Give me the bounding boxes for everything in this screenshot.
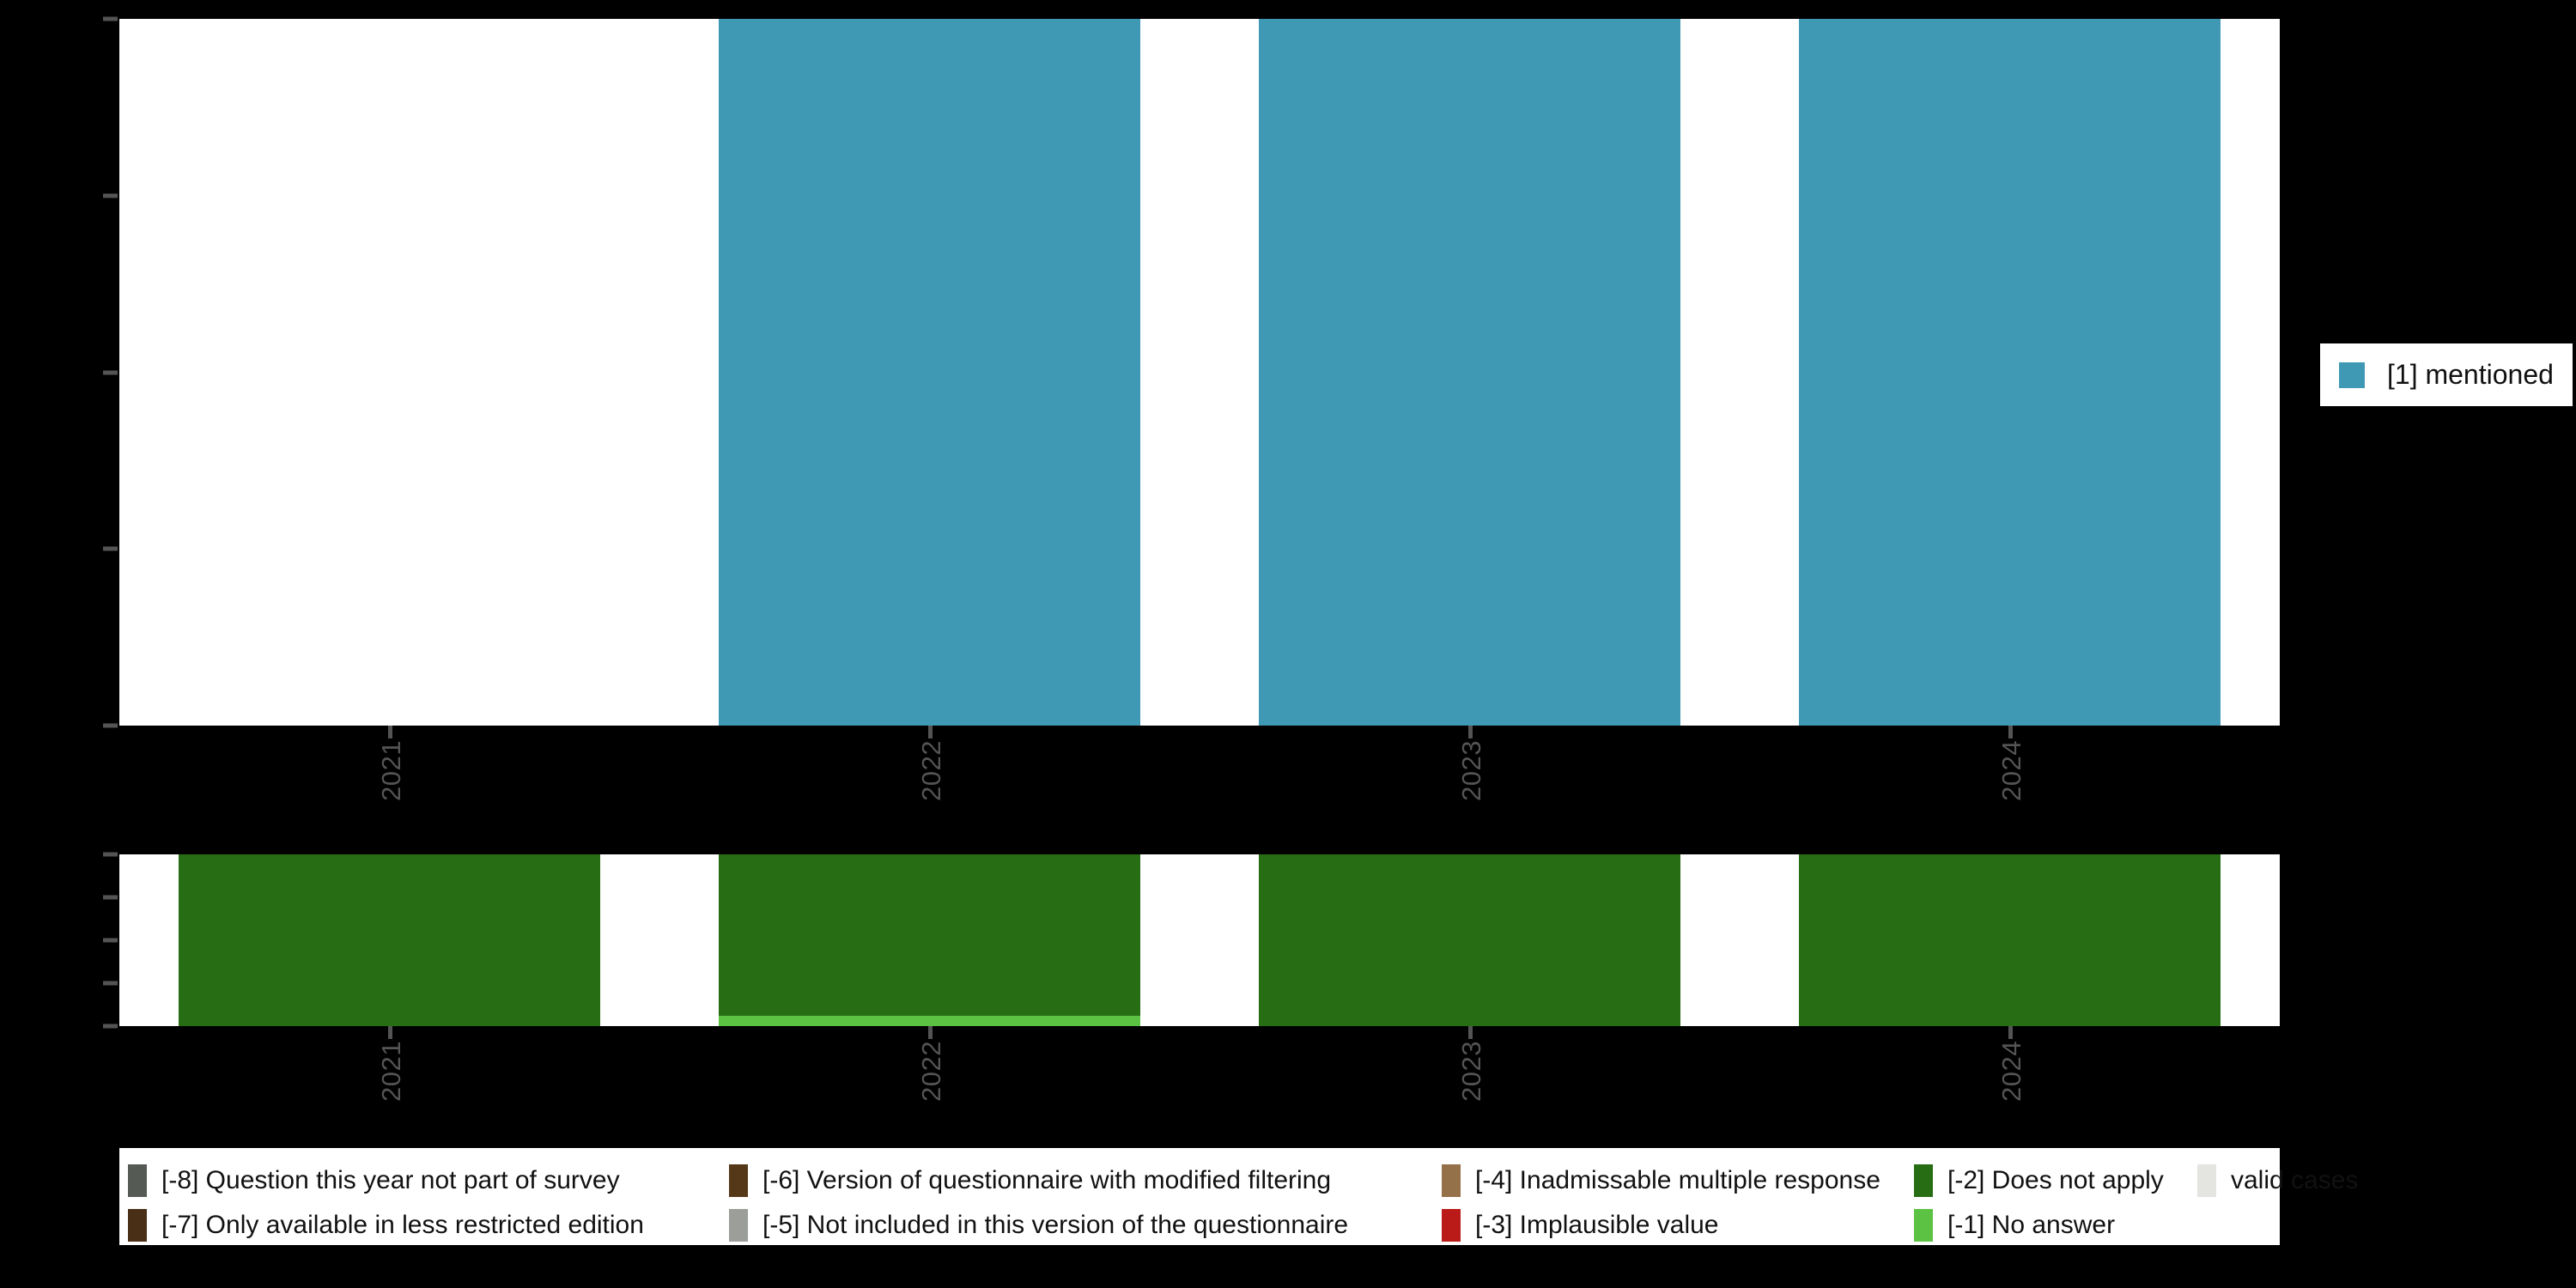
x-tick-mark bbox=[2008, 726, 2013, 738]
x-tick-label: 2023 bbox=[1455, 1041, 1486, 1102]
legend-item: [-8] Question this year not part of surv… bbox=[128, 1158, 620, 1203]
legend-swatch bbox=[128, 1209, 147, 1242]
legend-item: [-6] Version of questionnaire with modif… bbox=[729, 1158, 1331, 1203]
x-tick-label: 2022 bbox=[915, 740, 946, 801]
legend-item: [-2] Does not apply bbox=[1914, 1158, 2164, 1203]
legend-item: [-3] Implausible value bbox=[1442, 1203, 1718, 1248]
x-tick-label: 2024 bbox=[1996, 1041, 2026, 1102]
legend-label-mentioned: [1] mentioned bbox=[2387, 359, 2554, 390]
legend-label: [-6] Version of questionnaire with modif… bbox=[762, 1166, 1332, 1194]
legend-bottom-row-1: [-8] Question this year not part of surv… bbox=[119, 1158, 2358, 1203]
x-tick-mark bbox=[927, 726, 933, 738]
legend-label: valid cases bbox=[2231, 1166, 2359, 1194]
y-tick-mark bbox=[103, 723, 118, 728]
legend-item: valid cases bbox=[2197, 1158, 2358, 1203]
x-tick-mark bbox=[927, 1026, 933, 1039]
legend-label: [-5] Not included in this version of the… bbox=[762, 1211, 1349, 1239]
y-tick-mark bbox=[103, 938, 118, 943]
bar-segment bbox=[719, 1016, 1140, 1026]
legend-swatch bbox=[128, 1164, 147, 1197]
legend-label: [-2] Does not apply bbox=[1947, 1166, 2164, 1194]
x-tick-label: 2022 bbox=[915, 1041, 946, 1102]
y-tick-mark bbox=[103, 852, 118, 857]
legend-swatch bbox=[1442, 1209, 1461, 1242]
legend-swatch bbox=[1442, 1164, 1461, 1197]
bar-segment bbox=[1799, 19, 2221, 726]
bar-segment bbox=[179, 854, 600, 1026]
y-tick-mark bbox=[103, 193, 118, 198]
x-tick-label: 2024 bbox=[1996, 740, 2026, 801]
legend-bottom: [-8] Question this year not part of surv… bbox=[119, 1148, 2358, 1248]
y-tick-mark bbox=[103, 370, 118, 374]
legend-label: [-3] Implausible value bbox=[1475, 1211, 1719, 1239]
y-tick-mark bbox=[103, 16, 118, 21]
x-tick-label: 2021 bbox=[375, 740, 406, 801]
x-tick-mark bbox=[387, 726, 392, 738]
y-tick-mark bbox=[103, 546, 118, 551]
legend-swatch bbox=[729, 1209, 748, 1242]
x-tick-mark bbox=[1467, 1026, 1473, 1039]
legend-item: [-1] No answer bbox=[1914, 1203, 2115, 1248]
y-tick-mark bbox=[103, 981, 118, 986]
legend-item: [-7] Only available in less restricted e… bbox=[128, 1203, 644, 1248]
legend-swatch bbox=[1914, 1209, 1933, 1242]
legend-swatch bbox=[1914, 1164, 1933, 1197]
legend-label: [-8] Question this year not part of surv… bbox=[161, 1166, 620, 1194]
bar-segment bbox=[719, 854, 1140, 1016]
bar-segment bbox=[1259, 19, 1680, 726]
bar-segment bbox=[1259, 854, 1680, 1026]
y-tick-mark bbox=[103, 895, 118, 900]
bar-segment bbox=[1799, 854, 2221, 1026]
x-tick-label: 2023 bbox=[1455, 740, 1486, 801]
x-tick-label: 2021 bbox=[375, 1041, 406, 1102]
bar-segment bbox=[719, 19, 1140, 726]
legend-swatch bbox=[2197, 1164, 2216, 1197]
legend-swatch-mentioned bbox=[2339, 361, 2365, 388]
x-tick-mark bbox=[1467, 726, 1473, 738]
legend-item: [-5] Not included in this version of the… bbox=[729, 1203, 1348, 1248]
legend-label: [-4] Inadmissable multiple response bbox=[1475, 1166, 1880, 1194]
legend-label: [-1] No answer bbox=[1947, 1211, 2116, 1239]
legend-right: [1] mentioned bbox=[2320, 343, 2573, 406]
legend-bottom-row-2: [-7] Only available in less restricted e… bbox=[119, 1203, 2280, 1248]
legend-swatch bbox=[729, 1164, 748, 1197]
y-tick-mark bbox=[103, 1024, 118, 1029]
x-tick-mark bbox=[387, 1026, 392, 1039]
x-tick-mark bbox=[2008, 1026, 2013, 1039]
legend-item: [-4] Inadmissable multiple response bbox=[1442, 1158, 1880, 1203]
legend-label: [-7] Only available in less restricted e… bbox=[161, 1211, 644, 1239]
